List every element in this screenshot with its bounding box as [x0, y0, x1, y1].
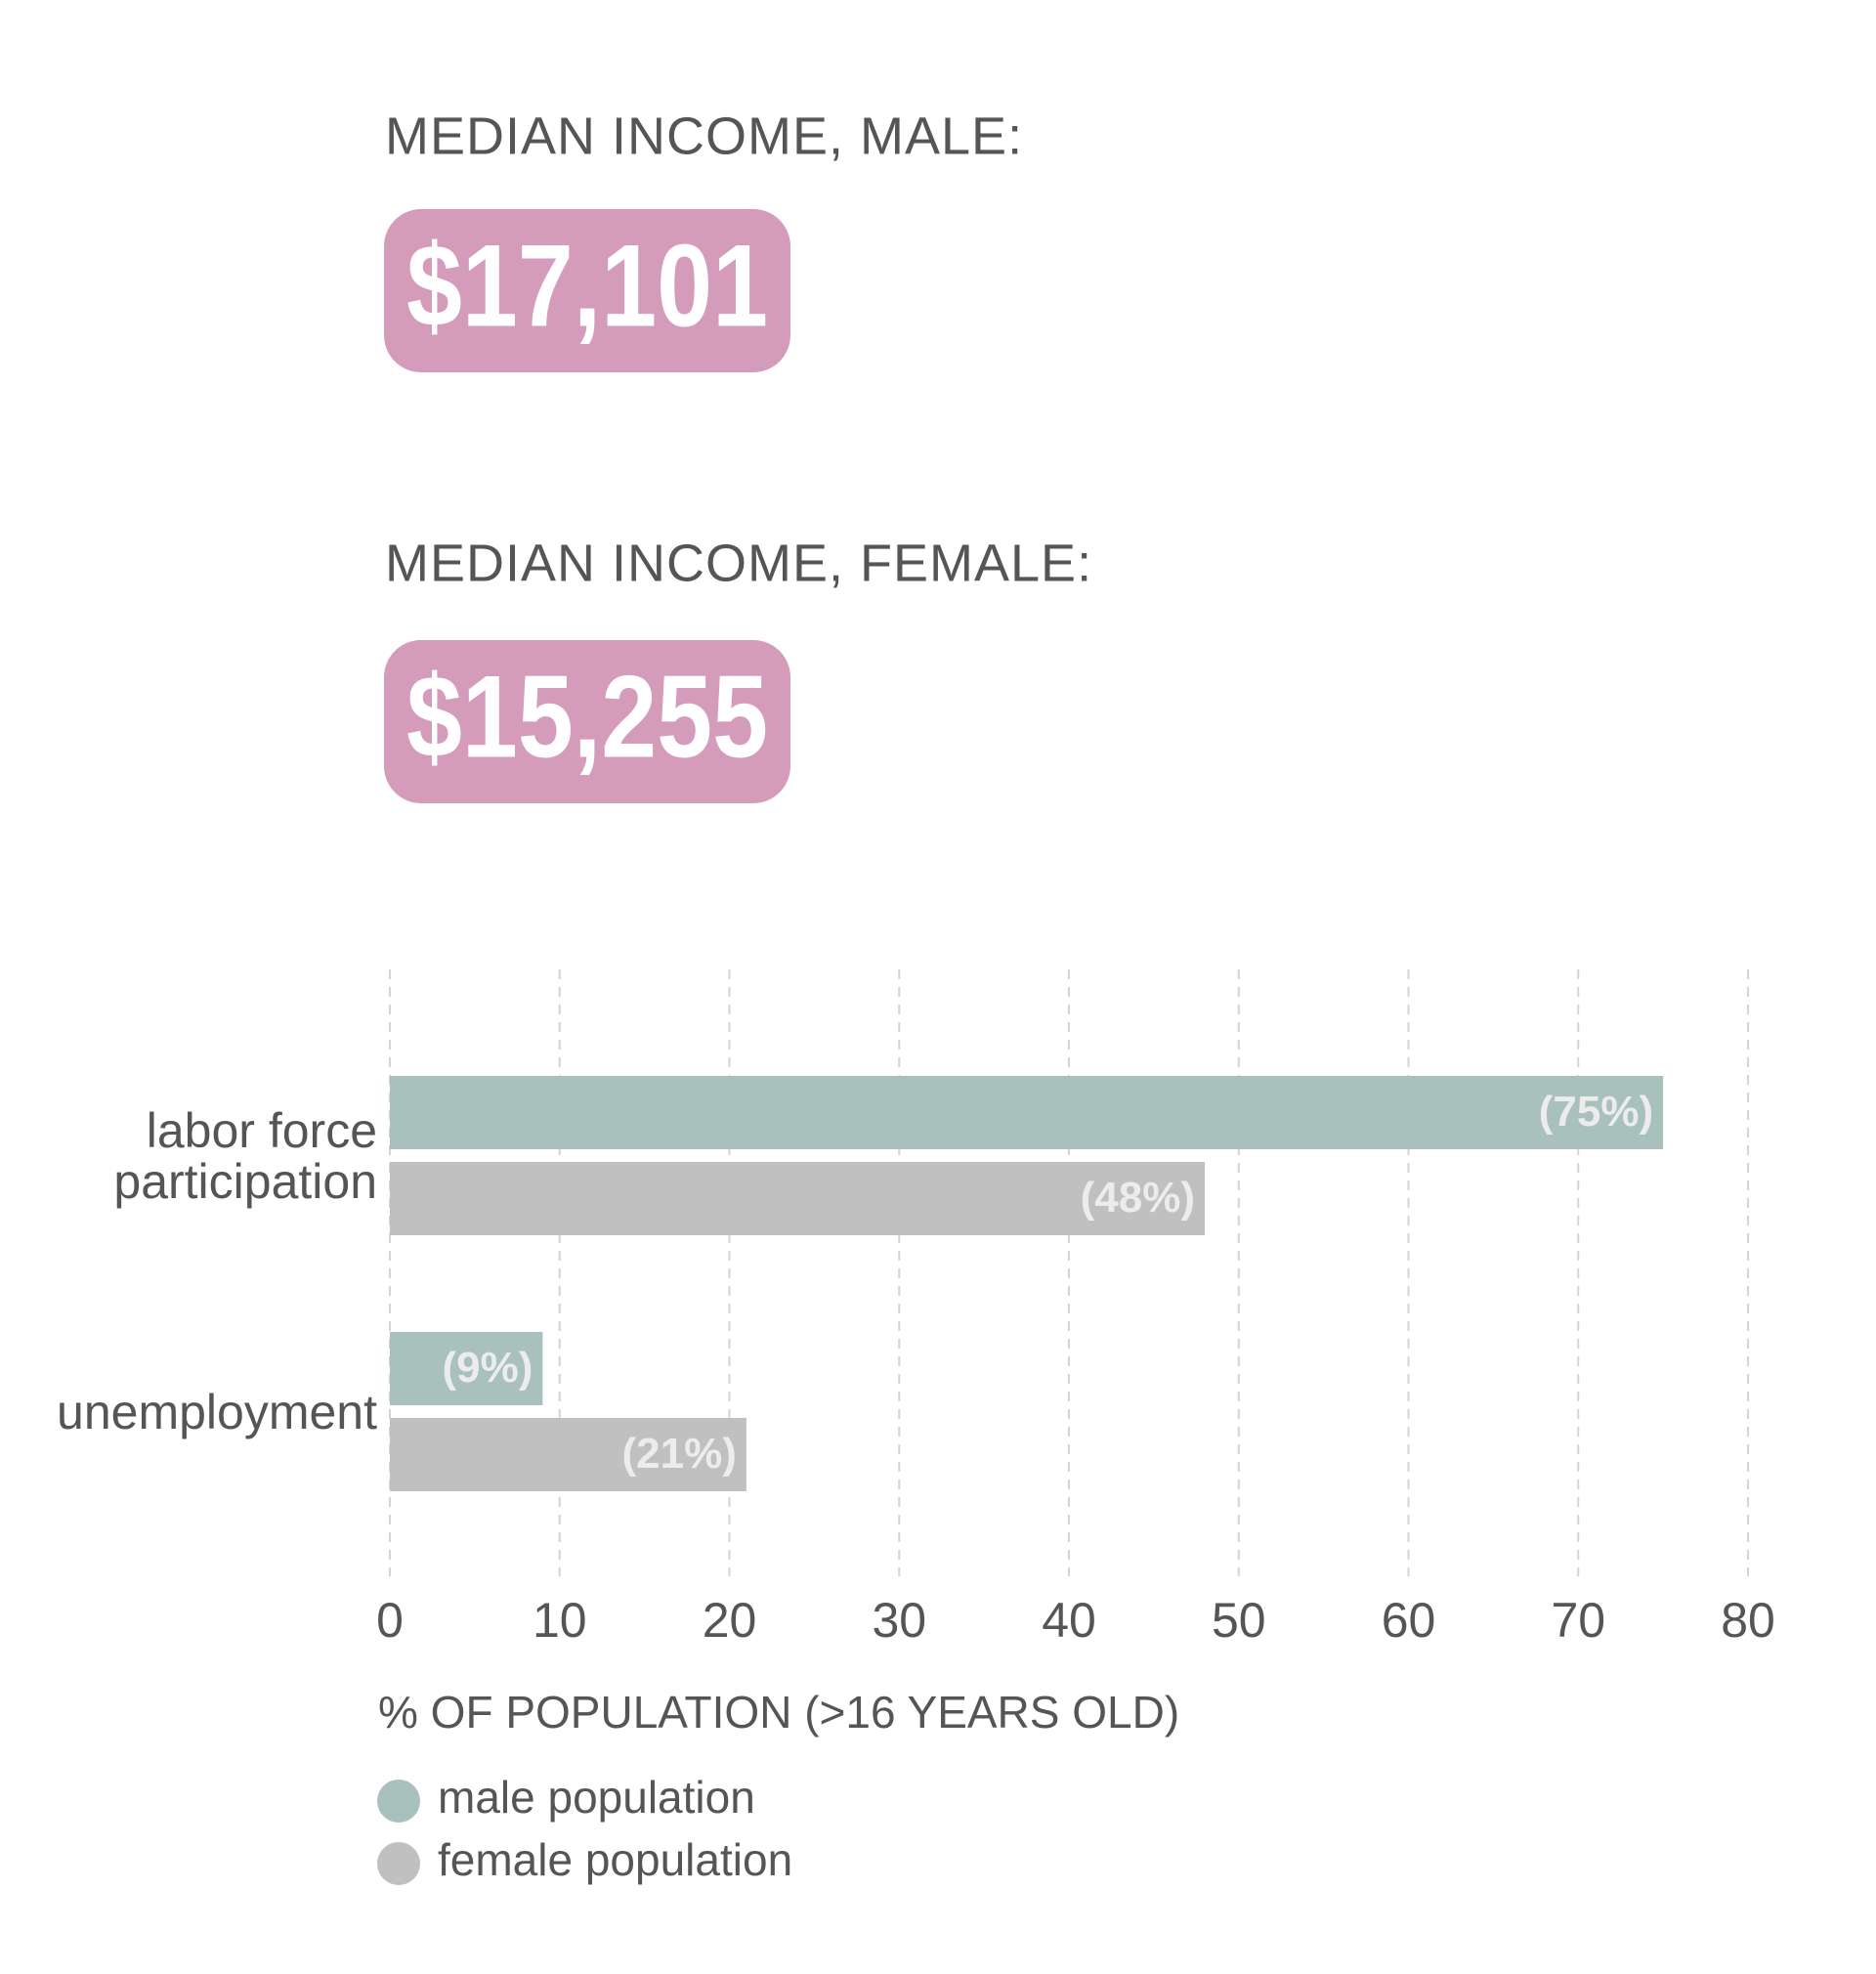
income-value: $17,101: [406, 221, 768, 352]
x-tick-label: 70: [1551, 1593, 1605, 1648]
value-label: (48%): [1081, 1174, 1195, 1222]
x-tick-label: 50: [1212, 1593, 1266, 1648]
x-axis-label: % OF POPULATION (>16 YEARS OLD): [378, 1687, 1179, 1738]
y-tick-label: labor force participation: [113, 1102, 377, 1209]
x-tick-label: 60: [1382, 1593, 1436, 1648]
value-label: (9%): [442, 1344, 533, 1392]
bar: [390, 1162, 1205, 1235]
income-label: MEDIAN INCOME, FEMALE:: [385, 534, 1092, 592]
income-label: MEDIAN INCOME, MALE:: [385, 107, 1023, 165]
legend-swatch: [377, 1780, 420, 1823]
value-label: (21%): [622, 1430, 737, 1478]
bar: [390, 1418, 746, 1491]
income-badge: [384, 640, 790, 803]
x-tick-label: 20: [703, 1593, 757, 1648]
income-badge: [384, 209, 790, 372]
legend-swatch: [377, 1842, 420, 1885]
x-tick-label: 80: [1721, 1593, 1775, 1648]
value-label: (75%): [1539, 1088, 1653, 1136]
y-tick-label: unemployment: [57, 1384, 377, 1439]
x-tick-label: 10: [533, 1593, 587, 1648]
bar: [390, 1332, 543, 1405]
x-tick-label: 30: [872, 1593, 926, 1648]
bar: [390, 1076, 1664, 1149]
category-wrap: unemployment: [57, 1384, 377, 1439]
x-tick-label: 40: [1042, 1593, 1096, 1648]
legend-label: male population: [438, 1772, 755, 1823]
income-value: $15,255: [406, 652, 768, 783]
category-wrap: labor force participation: [113, 1102, 377, 1209]
x-tick-label: 0: [376, 1593, 404, 1648]
legend-label: female population: [438, 1834, 792, 1885]
